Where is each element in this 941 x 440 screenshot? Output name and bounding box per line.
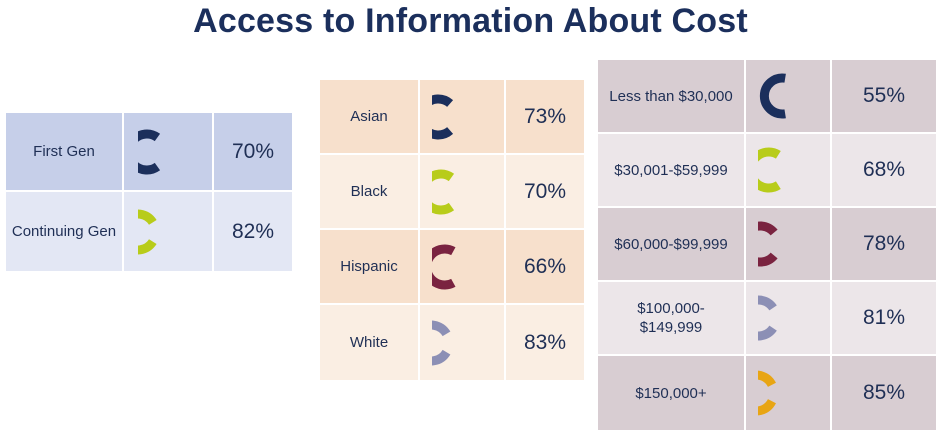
row-label: $60,000-$99,999 xyxy=(598,208,746,280)
donut-icon xyxy=(124,192,214,271)
row-label: Less than $30,000 xyxy=(598,60,746,132)
donut-icon xyxy=(420,305,506,380)
row-label: Continuing Gen xyxy=(6,192,124,271)
donut-icon xyxy=(420,155,506,228)
donut-arc xyxy=(432,320,451,365)
donut-arc xyxy=(138,129,161,174)
row-percent: 70% xyxy=(523,179,567,203)
donut-icon xyxy=(746,356,832,430)
donut-icon xyxy=(420,80,506,153)
income-table: Less than $30,000 55% $30,001-$59,999 68… xyxy=(598,60,936,430)
row-percent: 66% xyxy=(523,254,567,278)
row-label: Hispanic xyxy=(320,230,420,303)
row-label: Asian xyxy=(320,80,420,153)
donut-icon xyxy=(746,134,832,206)
donut-icon xyxy=(124,113,214,190)
donut-arc xyxy=(758,147,781,193)
row-percent: 55% xyxy=(862,84,906,107)
row-percent: 70% xyxy=(231,139,275,163)
row-percent: 83% xyxy=(523,330,567,354)
row-percent: 81% xyxy=(862,306,906,329)
donut-arc xyxy=(758,370,776,416)
row-percent: 78% xyxy=(862,232,906,255)
generation-table: First Gen 70% Continuing Gen 82% xyxy=(6,113,292,271)
row-label: Black xyxy=(320,155,420,228)
row-percent: 82% xyxy=(231,219,275,243)
table-row: Less than $30,000 55% xyxy=(598,60,936,134)
row-label: $30,001-$59,999 xyxy=(598,134,746,206)
race-table: Asian 73% Black 70% Hispanic 66% White 8… xyxy=(320,80,584,380)
donut-icon xyxy=(746,208,832,280)
row-label: White xyxy=(320,305,420,380)
donut-arc xyxy=(432,169,455,214)
row-label: First Gen xyxy=(6,113,124,190)
table-row: Hispanic 66% xyxy=(320,230,584,305)
donut-arc xyxy=(759,73,786,119)
table-row: $30,001-$59,999 68% xyxy=(598,134,936,208)
row-percent: 85% xyxy=(862,381,906,404)
table-row: Continuing Gen 82% xyxy=(6,192,292,271)
donut-arc xyxy=(138,209,157,254)
row-percent: 68% xyxy=(862,158,906,181)
table-row: $60,000-$99,999 78% xyxy=(598,208,936,282)
donut-icon xyxy=(746,282,832,354)
table-row: Black 70% xyxy=(320,155,584,230)
donut-arc xyxy=(432,94,454,139)
donut-icon xyxy=(746,60,832,132)
donut-arc xyxy=(432,244,456,289)
table-row: Asian 73% xyxy=(320,80,584,155)
row-percent: 73% xyxy=(523,104,567,128)
table-row: White 83% xyxy=(320,305,584,380)
table-row: $100,000- $149,999 81% xyxy=(598,282,936,356)
donut-arc xyxy=(758,295,777,341)
page-title: Access to Information About Cost xyxy=(193,2,748,40)
donut-arc xyxy=(758,221,778,267)
row-label: $150,000+ xyxy=(598,356,746,430)
donut-icon xyxy=(420,230,506,303)
table-row: $150,000+ 85% xyxy=(598,356,936,430)
row-label: $100,000- $149,999 xyxy=(598,282,746,354)
table-row: First Gen 70% xyxy=(6,113,292,192)
